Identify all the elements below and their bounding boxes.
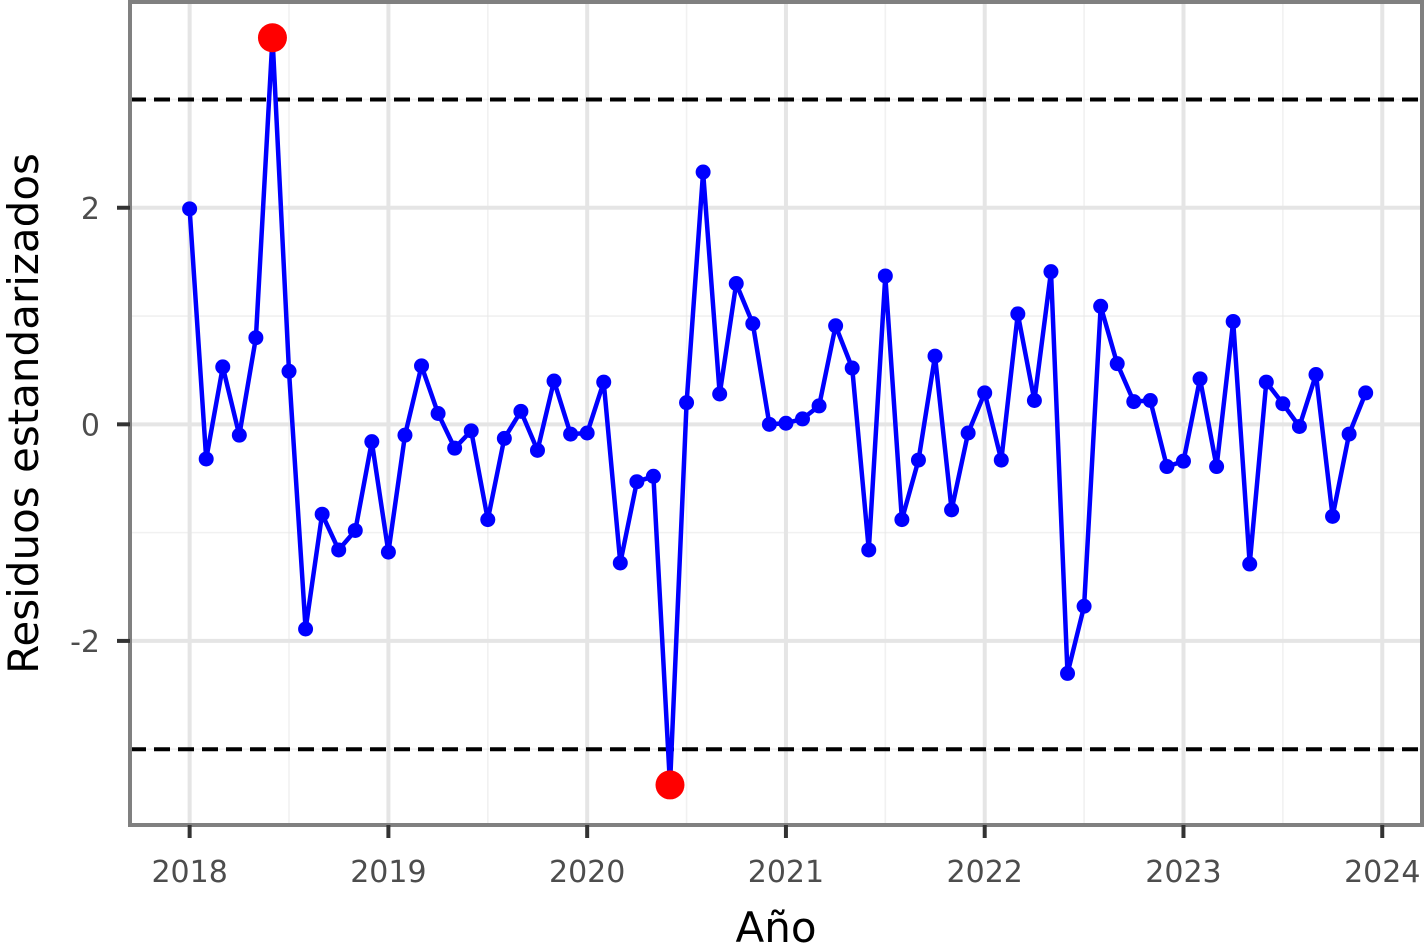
x-tick-label: 2018 <box>151 855 227 890</box>
outlier-point <box>655 770 685 800</box>
data-point <box>960 425 976 441</box>
grid <box>130 2 1422 825</box>
data-point <box>596 374 612 390</box>
data-point <box>546 373 562 389</box>
data-point <box>281 363 297 379</box>
data-point <box>778 415 794 431</box>
data-point <box>977 385 993 401</box>
data-point <box>745 316 761 332</box>
data-point <box>1358 385 1374 401</box>
panel-border <box>128 0 1424 827</box>
data-point <box>331 542 347 558</box>
axes: 2018 2019 2020 2021 2022 2023 2024 -2 0 2 <box>70 192 1420 890</box>
data-point <box>430 406 446 421</box>
data-point <box>529 442 545 458</box>
data-point <box>579 425 595 441</box>
data-point <box>1192 371 1208 387</box>
series-line <box>187 35 1368 788</box>
data-point <box>480 512 496 528</box>
data-point <box>811 398 827 414</box>
data-point <box>828 318 844 334</box>
x-tick-label: 2022 <box>947 855 1023 890</box>
data-point <box>629 474 645 490</box>
data-point <box>414 358 430 374</box>
data-point <box>314 506 330 522</box>
data-point <box>1159 459 1175 475</box>
data-point <box>397 427 413 443</box>
y-tick-label: 2 <box>81 192 100 227</box>
y-axis-title: Residuos estandarizados <box>0 153 48 674</box>
data-point <box>1242 556 1258 572</box>
data-point <box>861 542 877 558</box>
y-tick-label: -2 <box>70 625 100 660</box>
x-tick-label: 2024 <box>1344 855 1420 890</box>
data-point <box>1060 665 1076 681</box>
residual-series <box>182 23 1374 800</box>
data-point <box>1026 393 1042 409</box>
data-point <box>298 621 314 637</box>
data-point <box>944 502 960 518</box>
data-point <box>910 452 926 468</box>
outlier-point <box>257 23 287 53</box>
data-point <box>1093 298 1109 314</box>
data-point <box>695 164 711 180</box>
data-point <box>1275 396 1291 412</box>
x-tick-label: 2019 <box>350 855 426 890</box>
data-point <box>231 427 247 443</box>
data-point <box>645 468 661 484</box>
data-point <box>844 360 860 376</box>
data-point <box>1258 374 1274 390</box>
x-tick-label: 2023 <box>1145 855 1221 890</box>
data-point <box>728 276 744 292</box>
data-point <box>513 403 529 419</box>
data-point <box>877 268 893 284</box>
data-point <box>1142 393 1158 409</box>
data-point <box>795 411 811 427</box>
data-point <box>347 522 363 538</box>
data-point <box>927 348 943 364</box>
data-point <box>1341 426 1357 442</box>
data-point <box>463 423 479 439</box>
data-point <box>993 452 1009 468</box>
data-point <box>380 544 396 560</box>
data-point <box>1325 508 1341 524</box>
y-tick-label: 0 <box>81 408 100 443</box>
data-point <box>182 201 198 217</box>
data-point <box>1175 453 1191 469</box>
data-point <box>215 359 231 375</box>
data-point <box>1010 306 1026 322</box>
x-tick-label: 2020 <box>549 855 625 890</box>
data-point <box>712 386 728 402</box>
data-point <box>496 430 512 446</box>
data-point <box>1225 313 1241 329</box>
data-point <box>447 440 463 456</box>
data-point <box>198 451 214 467</box>
data-point <box>248 330 264 346</box>
data-point <box>1043 264 1059 280</box>
x-tick-label: 2021 <box>748 855 824 890</box>
data-point <box>1126 394 1142 410</box>
x-axis-title: Año <box>735 903 816 952</box>
data-point <box>1209 459 1225 475</box>
data-point <box>1291 418 1307 434</box>
data-point <box>612 555 628 571</box>
data-point <box>761 416 777 432</box>
data-point <box>563 426 579 442</box>
data-point <box>364 434 380 450</box>
data-point <box>1109 356 1125 372</box>
data-point <box>1308 367 1324 383</box>
data-point <box>1076 598 1092 614</box>
data-point <box>894 512 910 528</box>
data-point <box>679 395 695 411</box>
